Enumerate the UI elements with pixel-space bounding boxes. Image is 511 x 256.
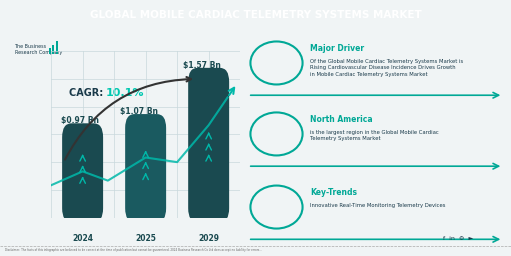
FancyBboxPatch shape bbox=[125, 114, 166, 222]
Text: Major Driver: Major Driver bbox=[310, 44, 364, 53]
Bar bbox=[49, 48, 51, 54]
Text: Of the Global Mobile Cardiac Telemetry Systems Market is
Rising Cardiovascular D: Of the Global Mobile Cardiac Telemetry S… bbox=[310, 59, 463, 77]
Text: $1.57 Bn: $1.57 Bn bbox=[183, 61, 221, 70]
Text: North America: North America bbox=[310, 115, 373, 124]
Text: The Business
Research Company: The Business Research Company bbox=[14, 44, 62, 55]
Text: 10.1%: 10.1% bbox=[106, 88, 145, 98]
Text: 2029: 2029 bbox=[198, 234, 219, 243]
FancyArrowPatch shape bbox=[65, 77, 191, 160]
Text: 2024: 2024 bbox=[72, 234, 93, 243]
Text: Disclaimer: The facts of this infographic are believed to be correct at the time: Disclaimer: The facts of this infographi… bbox=[5, 248, 262, 252]
Text: f  in  ⚙  ►: f in ⚙ ► bbox=[443, 237, 474, 241]
Text: is the largest region in the Global Mobile Cardiac
Telemetry Systems Market: is the largest region in the Global Mobi… bbox=[310, 130, 439, 141]
Text: Innovative Real-Time Monitoring Telemetry Devices: Innovative Real-Time Monitoring Telemetr… bbox=[310, 203, 446, 208]
Text: 2025: 2025 bbox=[135, 234, 156, 243]
Text: CAGR:: CAGR: bbox=[68, 88, 106, 98]
Text: GLOBAL MOBILE CARDIAC TELEMETRY SYSTEMS MARKET: GLOBAL MOBILE CARDIAC TELEMETRY SYSTEMS … bbox=[89, 10, 422, 20]
Text: Key-Trends: Key-Trends bbox=[310, 188, 357, 197]
FancyBboxPatch shape bbox=[62, 123, 103, 222]
Text: $0.97 Bn: $0.97 Bn bbox=[61, 116, 99, 125]
Text: $1.07 Bn: $1.07 Bn bbox=[121, 107, 158, 116]
FancyBboxPatch shape bbox=[188, 68, 229, 222]
Bar bbox=[56, 41, 58, 54]
Bar bbox=[52, 45, 55, 54]
